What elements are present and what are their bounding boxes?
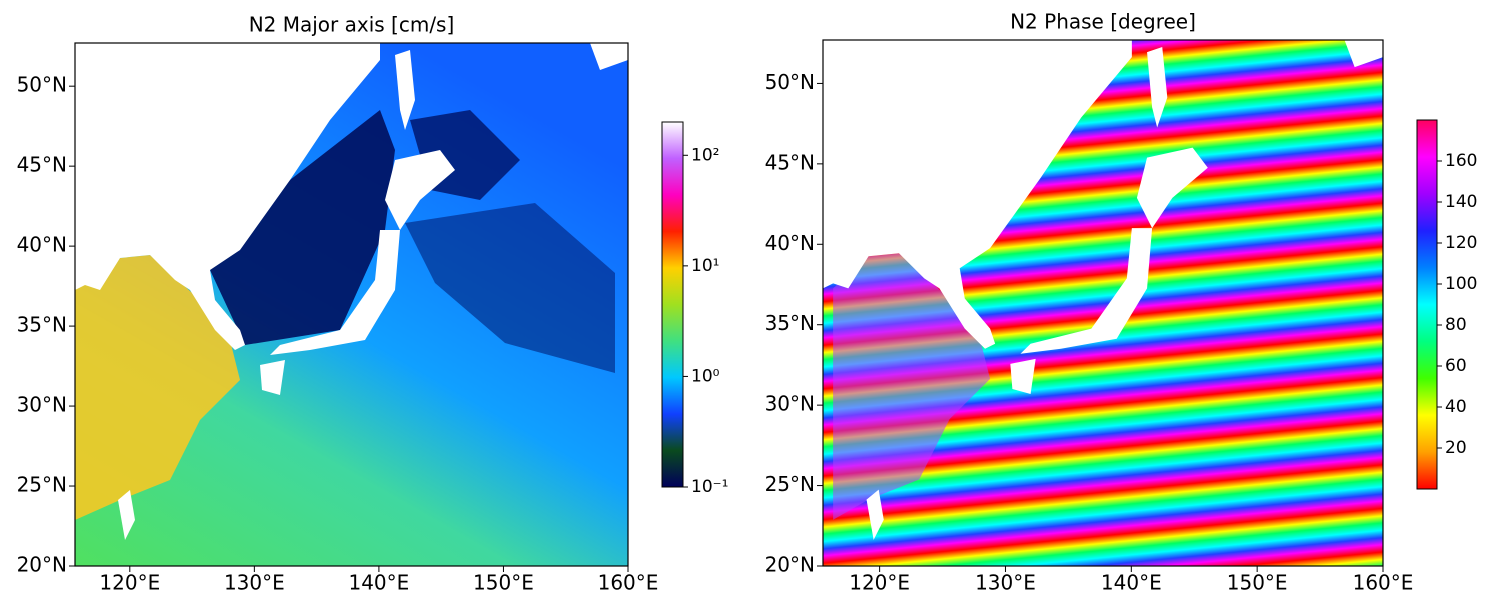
colorbar-tick-label: 10⁰ — [691, 366, 720, 386]
colorbar-tick-label: 160 — [1445, 151, 1477, 171]
colorbar-tick-label: 140 — [1445, 192, 1477, 212]
y-tick-label: 25°N — [765, 472, 815, 496]
y-tick-label: 40°N — [765, 231, 815, 255]
colorbar: 20 40 60 80 100 120 140 160 — [1416, 119, 1477, 490]
y-tick-label: 30°N — [765, 392, 815, 416]
x-tick-label: 150°E — [1227, 571, 1288, 595]
colorbar-tick-label: 80 — [1445, 315, 1467, 335]
y-tick-label: 40°N — [17, 233, 67, 257]
sea-region — [405, 203, 615, 373]
colorbar-tick-label: 40 — [1445, 397, 1467, 417]
y-tick-label: 20°N — [17, 553, 67, 577]
y-tick-label: 45°N — [765, 150, 815, 174]
colorbar-tick-label: 60 — [1445, 356, 1467, 376]
x-tick-label: 130°E — [975, 571, 1036, 595]
panels: N2 Major axis [cm/s] 120°E 130°E 140°E 150°E… — [17, 10, 1478, 595]
axes-frame — [74, 42, 629, 567]
colorbar-tick-label: 120 — [1445, 233, 1477, 253]
colorbar: 10⁻¹ 10⁰ 10¹ 10² — [661, 121, 728, 497]
y-tick-label: 20°N — [765, 553, 815, 577]
colorbar-bar — [661, 121, 684, 488]
sea-region — [210, 110, 395, 345]
panel-title: N2 Phase [degree] — [1010, 10, 1196, 34]
colorbar-tick-label: 10² — [691, 145, 719, 165]
y-tick-label: 30°N — [17, 393, 67, 417]
x-tick-label: 160°E — [1353, 571, 1414, 595]
shelf-region — [833, 253, 991, 520]
y-tick-label: 50°N — [765, 70, 815, 94]
y-tick-label: 50°N — [17, 73, 67, 97]
map-overlay — [75, 43, 628, 540]
colorbar-bar — [1416, 119, 1438, 490]
y-tick-label: 25°N — [17, 473, 67, 497]
map-overlay — [823, 40, 1383, 540]
colorbar-tick-label: 20 — [1445, 438, 1467, 458]
y-tick-label: 35°N — [17, 313, 67, 337]
y-tick-label: 35°N — [765, 311, 815, 335]
x-tick-label: 120°E — [99, 571, 160, 595]
colorbar-tick-label: 10¹ — [691, 256, 719, 276]
colorbar-tick-label: 10⁻¹ — [691, 477, 728, 497]
map-panel: N2 Major axis [cm/s] 120°E 130°E 140°E 150°E… — [17, 13, 729, 595]
panel-title: N2 Major axis [cm/s] — [249, 13, 455, 37]
axes-frame — [822, 39, 1384, 567]
x-tick-label: 130°E — [224, 571, 285, 595]
map-panel: N2 Phase [degree] 120°E 130°E 140°E 150°E 160… — [765, 10, 1478, 595]
colorbar-tick-label: 100 — [1445, 274, 1477, 294]
y-tick-label: 45°N — [17, 153, 67, 177]
x-tick-label: 140°E — [348, 571, 409, 595]
x-tick-label: 140°E — [1101, 571, 1162, 595]
shelf-region — [75, 255, 240, 520]
x-tick-label: 150°E — [473, 571, 534, 595]
x-tick-label: 160°E — [598, 571, 659, 595]
x-tick-label: 120°E — [849, 571, 910, 595]
